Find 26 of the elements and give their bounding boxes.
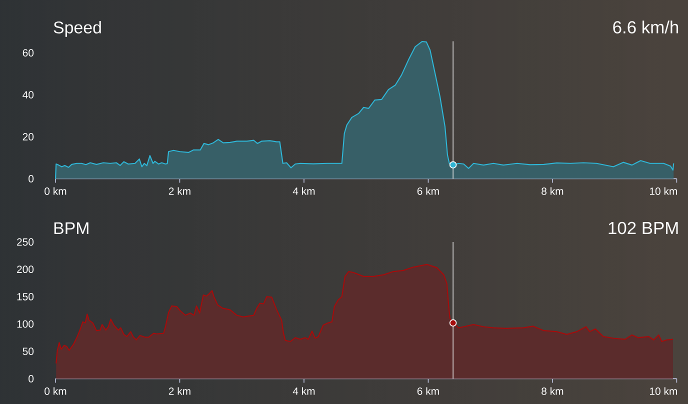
y-tick-label: 20 <box>22 133 34 140</box>
x-tick-label: 6 km <box>417 387 439 395</box>
x-tick-label: 8 km <box>542 387 564 395</box>
y-tick-label: 200 <box>17 266 34 274</box>
text: 102 BPM <box>608 222 678 234</box>
x-tick-label: 0 km <box>44 387 66 395</box>
x-tick-label: 4 km <box>292 387 315 395</box>
y-tick-label: 100 <box>17 320 34 328</box>
x-tick-label: 6 km <box>417 187 439 195</box>
x-tick-label: 4 km <box>292 187 315 195</box>
x-tick-label: 2 km <box>168 387 190 395</box>
x-tick-label: 2 km <box>168 187 190 195</box>
chart-title: BPM <box>54 222 88 234</box>
y-tick-label: 150 <box>17 292 34 300</box>
y-tick-label: 0 <box>28 375 34 382</box>
chart-title: Speed <box>54 21 101 37</box>
text: 6.6 km/h <box>613 20 678 34</box>
y-tick-label: 250 <box>17 238 34 246</box>
x-tick-label: 8 km <box>542 187 564 195</box>
y-tick-label: 50 <box>22 348 34 356</box>
y-tick-label: 60 <box>22 49 34 57</box>
y-tick-label: 40 <box>22 91 34 98</box>
x-tick-label: 10 km <box>650 187 677 195</box>
y-tick-label: 0 <box>28 175 34 182</box>
x-tick-label: 0 km <box>44 187 66 195</box>
x-tick-label: 10 km <box>650 387 677 395</box>
